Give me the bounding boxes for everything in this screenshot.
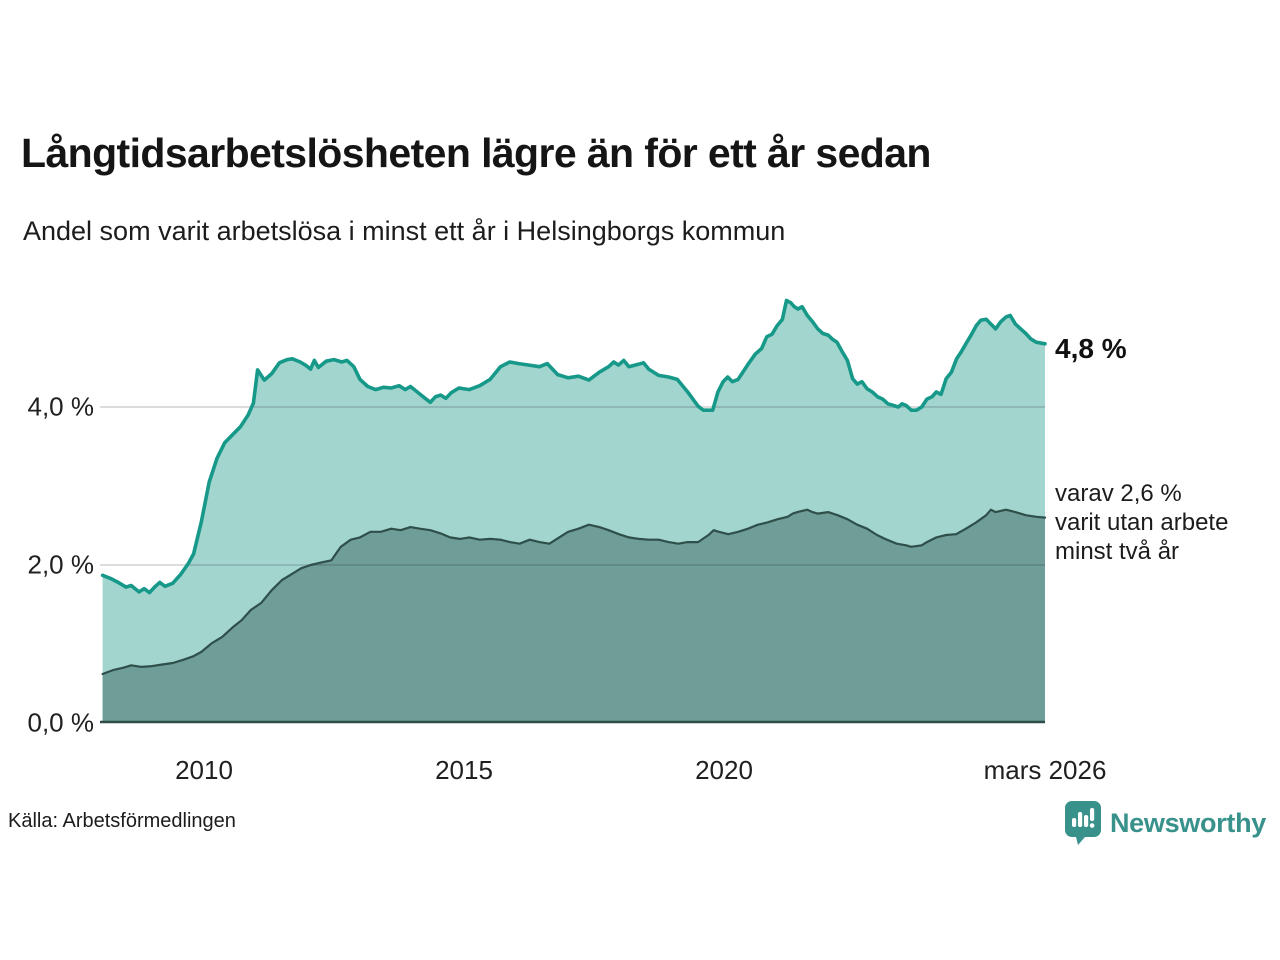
two-year-label-line2: varit utan arbete	[1055, 509, 1229, 536]
x-axis-tick-2010: 2010	[175, 755, 233, 785]
line-total	[100, 298, 1047, 595]
source-credit: Källa: Arbetsförmedlingen	[8, 810, 236, 832]
y-axis-tick-0: 0,0 %	[27, 707, 95, 738]
line-two-year	[101, 508, 1047, 676]
series-end-label-two-year: varav 2,6 % varit utan arbete minst två …	[1055, 479, 1228, 566]
two-year-label-line1: varav 2,6 %	[1055, 480, 1182, 507]
x-axis-tick-2020: 2020	[695, 755, 753, 785]
x-axis-tick-mars-2026: mars 2026	[983, 755, 1107, 785]
page-title: Långtidsarbetslösheten lägre än för ett …	[21, 130, 931, 176]
two-year-label-line3: minst två år	[1055, 538, 1180, 565]
area-two-year	[102, 509, 1046, 723]
newsworthy-bar-chart-bubble-icon	[1064, 800, 1102, 846]
y-axis-tick-2: 2,0 %	[27, 549, 95, 580]
y-axis-tick-4: 4,0 %	[27, 391, 95, 422]
x-axis-tick-2015: 2015	[435, 755, 493, 785]
series-end-label-total: 4,8 %	[1055, 333, 1127, 364]
brand-name: Newsworthy	[1109, 807, 1266, 838]
brand-logo: Newsworthy	[1064, 800, 1266, 846]
chart-subtitle: Andel som varit arbetslösa i minst ett å…	[23, 216, 786, 246]
